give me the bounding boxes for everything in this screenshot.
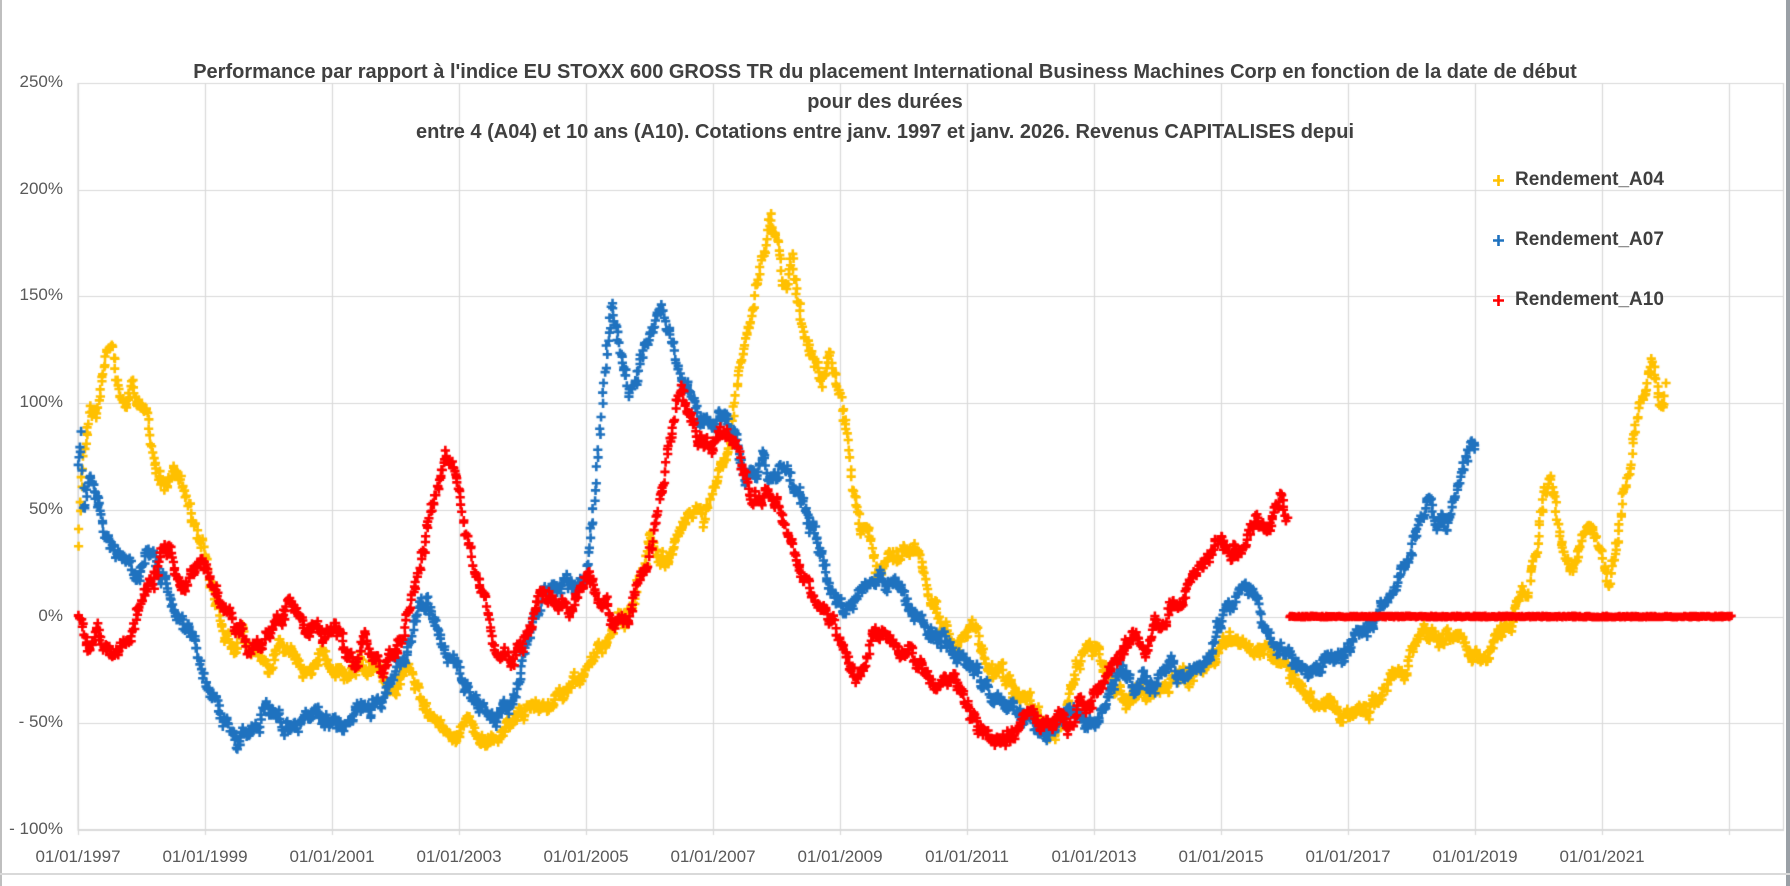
x-axis-label: 01/01/2005 [543,847,629,866]
x-axis-label: 01/01/1997 [35,847,121,866]
right-border [1786,0,1790,886]
y-axis-label: 200% [19,178,63,198]
y-axis-label: - 50% [18,712,63,732]
legend-item-a10: Rendement_A10 [1492,270,1664,330]
x-axis-label: 01/01/2011 [925,847,1009,866]
y-axis-label: 50% [28,498,63,518]
y-axis-label: - 100% [9,819,63,838]
y-axis-label: 250% [19,72,63,91]
x-axis-label: 01/01/2001 [289,847,375,866]
plus-marker-icon [1493,294,1504,306]
x-axis-label: 01/01/2019 [1432,847,1518,866]
y-axis-label: 150% [19,285,63,305]
legend-label: Rendement_A04 [1515,169,1664,190]
chart-title-line-1: Performance par rapport à l'indice EU ST… [193,61,1577,83]
legend-label: Rendement_A07 [1515,229,1664,250]
x-axis-label: 01/01/2009 [797,847,883,866]
plus-marker-icon [1493,174,1504,186]
left-border [0,0,2,886]
chart-title: Performance par rapport à l'indice EU ST… [175,57,1595,147]
x-axis-label: 01/01/2015 [1178,847,1264,866]
plus-marker-icon [1493,234,1504,246]
chart-title-line-2: pour des durées [807,91,963,113]
x-axis-label: 01/01/2017 [1305,847,1391,866]
x-axis-label: 01/01/2021 [1559,847,1645,866]
x-axis-label: 01/01/2013 [1051,847,1137,866]
legend-item-a04: Rendement_A04 [1492,150,1664,210]
legend-item-a07: Rendement_A07 [1492,210,1664,270]
legend-label: Rendement_A10 [1515,289,1664,310]
chart-legend: Rendement_A04 Rendement_A07 Rendement_A10 [1492,150,1664,330]
x-axis-label: 01/01/2003 [416,847,502,866]
y-axis-label: 0% [38,605,63,625]
x-axis-label: 01/01/1999 [162,847,248,866]
chart-title-line-3: entre 4 (A04) et 10 ans (A10). Cotations… [415,121,1355,143]
x-axis-label: 01/01/2007 [670,847,756,866]
y-axis-label: 100% [19,392,63,412]
bottom-divider [0,873,1790,875]
